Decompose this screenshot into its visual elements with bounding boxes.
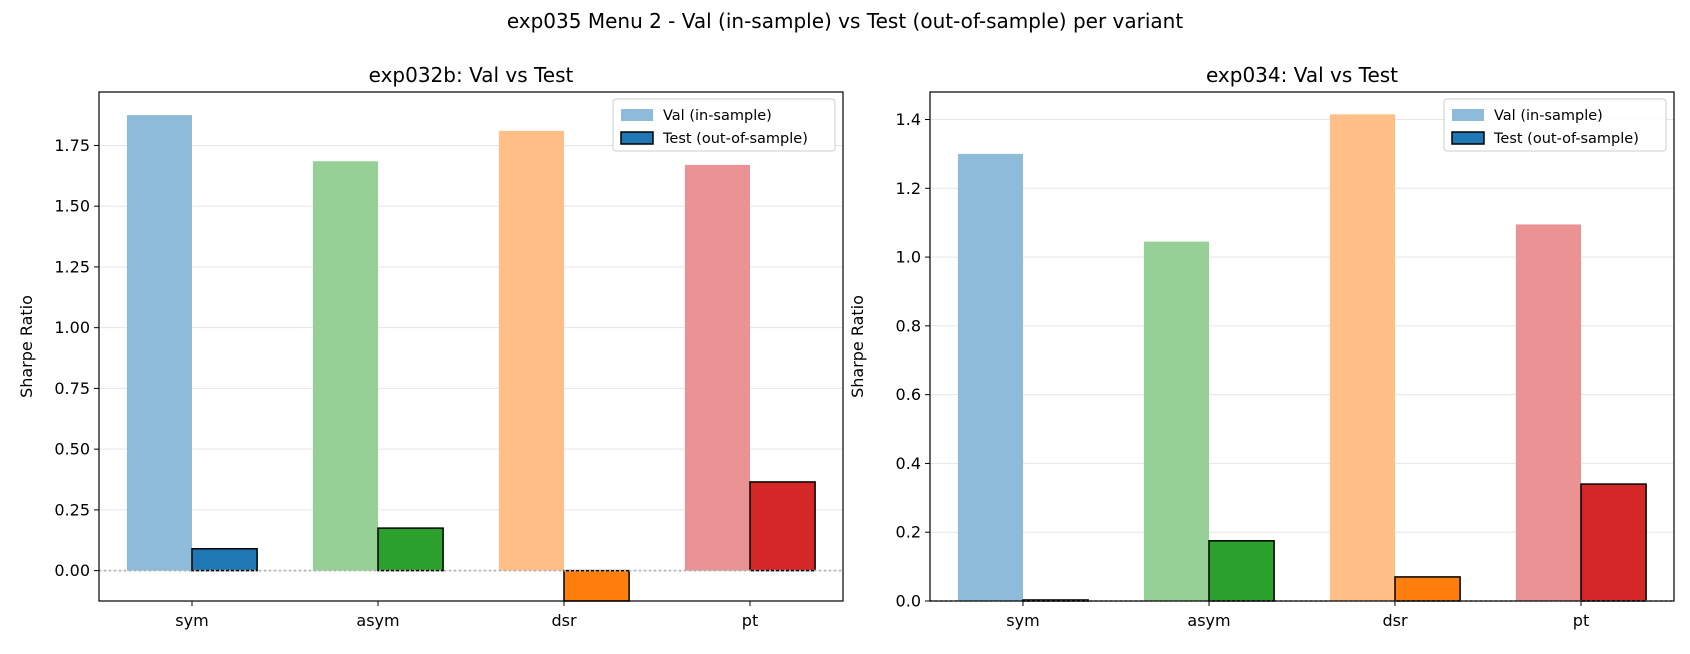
x-tick-label-pt: pt <box>1573 611 1589 630</box>
y-axis-label: Sharpe Ratio <box>17 295 36 398</box>
y-tick-label: 1.75 <box>54 136 90 155</box>
legend-label-val: Val (in-sample) <box>1494 108 1603 124</box>
chart-title: exp032b: Val vs Test <box>369 63 574 87</box>
x-tick-label-asym: asym <box>356 611 399 630</box>
legend-label-val: Val (in-sample) <box>663 108 772 124</box>
legend-label-test: Test (out-of-sample) <box>1493 131 1639 147</box>
bar-test-pt <box>749 481 816 572</box>
bar-val-pt <box>684 164 750 571</box>
y-axis-label: Sharpe Ratio <box>848 295 867 398</box>
bar-test-dsr <box>1394 576 1461 602</box>
y-tick-label: 1.2 <box>896 179 921 198</box>
y-tick-label: 0.8 <box>896 316 921 335</box>
legend-box <box>1443 98 1667 152</box>
legend: Val (in-sample) Test (out-of-sample) <box>612 98 836 152</box>
legend-box <box>612 98 836 152</box>
y-tick-label: 1.25 <box>54 257 90 276</box>
x-tick-label-dsr: dsr <box>551 611 576 630</box>
legend: Val (in-sample) Test (out-of-sample) <box>1443 98 1667 152</box>
bar-val-asym <box>1143 241 1209 601</box>
chart-title: exp034: Val vs Test <box>1206 63 1398 87</box>
legend-swatch-test <box>620 131 654 145</box>
y-tick-label: 0.25 <box>54 500 90 519</box>
y-tick-label: 0.2 <box>896 523 921 542</box>
bar-val-dsr <box>1329 114 1395 601</box>
legend-swatch-val <box>621 109 653 121</box>
bar-test-asym <box>377 527 444 572</box>
legend-swatch-test <box>1451 131 1485 145</box>
bar-test-dsr <box>563 569 630 602</box>
bar-val-pt <box>1515 224 1581 601</box>
bar-val-sym <box>126 115 192 571</box>
y-tick-label: 1.4 <box>896 110 921 129</box>
x-tick-label-sym: sym <box>1006 611 1039 630</box>
chart-panel-exp034: 0.0 0.2 0.4 0.6 0.8 1.0 1.2 1.4 sym asym dsr pt exp0… <box>848 63 1675 630</box>
y-tick-label: 1.0 <box>896 248 921 267</box>
y-tick-label: 0.00 <box>54 561 90 580</box>
legend-swatch-val <box>1452 109 1484 121</box>
x-tick-label-pt: pt <box>742 611 758 630</box>
bar-val-dsr <box>498 130 564 571</box>
bar-val-asym <box>312 161 378 571</box>
figure-suptitle: exp035 Menu 2 - Val (in-sample) vs Test … <box>507 9 1184 33</box>
legend-label-test: Test (out-of-sample) <box>662 131 808 147</box>
bar-test-asym <box>1208 540 1275 602</box>
y-tick-label: 0.4 <box>896 454 921 473</box>
bar-test-pt <box>1580 483 1647 602</box>
axes-frame <box>929 91 1675 602</box>
y-tick-label: 0.6 <box>896 385 921 404</box>
y-tick-label: 1.00 <box>54 318 90 337</box>
y-tick-label: 1.50 <box>54 197 90 216</box>
bar-test-sym <box>191 548 258 572</box>
chart-panel-exp032b: 0.00 0.25 0.50 0.75 1.00 1.25 1.50 1.75 sym asym d… <box>17 63 844 630</box>
axes-frame <box>98 91 844 602</box>
x-tick-label-sym: sym <box>175 611 208 630</box>
y-tick-label: 0.75 <box>54 379 90 398</box>
bar-val-sym <box>957 153 1023 602</box>
y-tick-label: 0.0 <box>896 592 921 611</box>
x-tick-label-asym: asym <box>1187 611 1230 630</box>
y-tick-label: 0.50 <box>54 440 90 459</box>
x-tick-label-dsr: dsr <box>1382 611 1407 630</box>
